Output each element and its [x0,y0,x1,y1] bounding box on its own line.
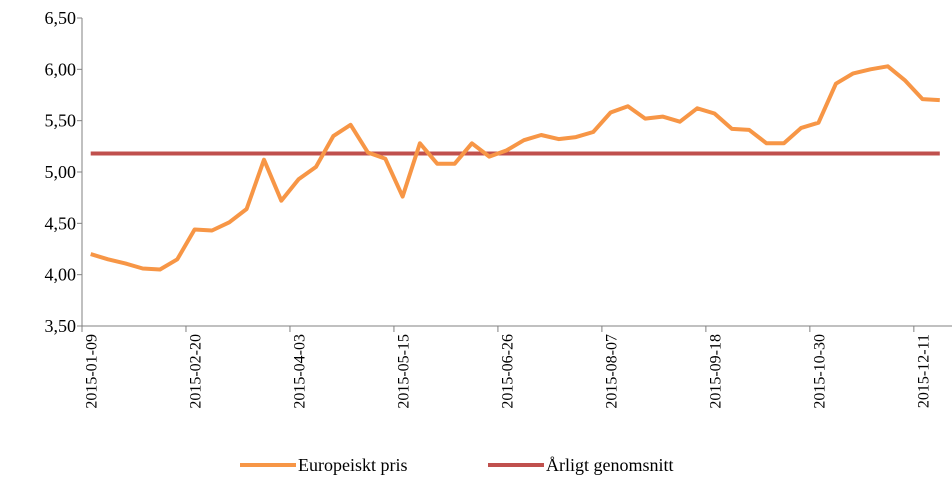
y-tick-label: 3,50 [45,316,77,336]
legend-label: Europeiskt pris [298,455,408,475]
y-tick-label: 5,50 [45,111,77,131]
x-tick-label: 2015-05-15 [396,334,413,409]
y-tick-label: 4,00 [45,265,77,285]
x-tick-label: 2015-10-30 [812,334,829,409]
x-tick-label: 2015-09-18 [708,334,725,409]
x-tick-label: 2015-04-03 [292,334,309,409]
series-line [90,64,940,272]
y-tick-label: 5,00 [45,162,77,182]
x-tick-label: 2015-06-26 [500,334,517,409]
y-tick-label: 6,50 [45,8,77,28]
x-tick-label: 2015-08-07 [604,334,621,409]
x-tick-label: 2015-02-20 [188,334,205,409]
x-tick-label: 2015-01-09 [84,334,101,409]
y-tick-label: 6,00 [45,59,77,79]
legend-label: Årligt genomsnitt [546,455,674,475]
x-tick-label: 2015-12-11 [916,334,933,408]
y-tick-label: 4,50 [45,213,77,233]
